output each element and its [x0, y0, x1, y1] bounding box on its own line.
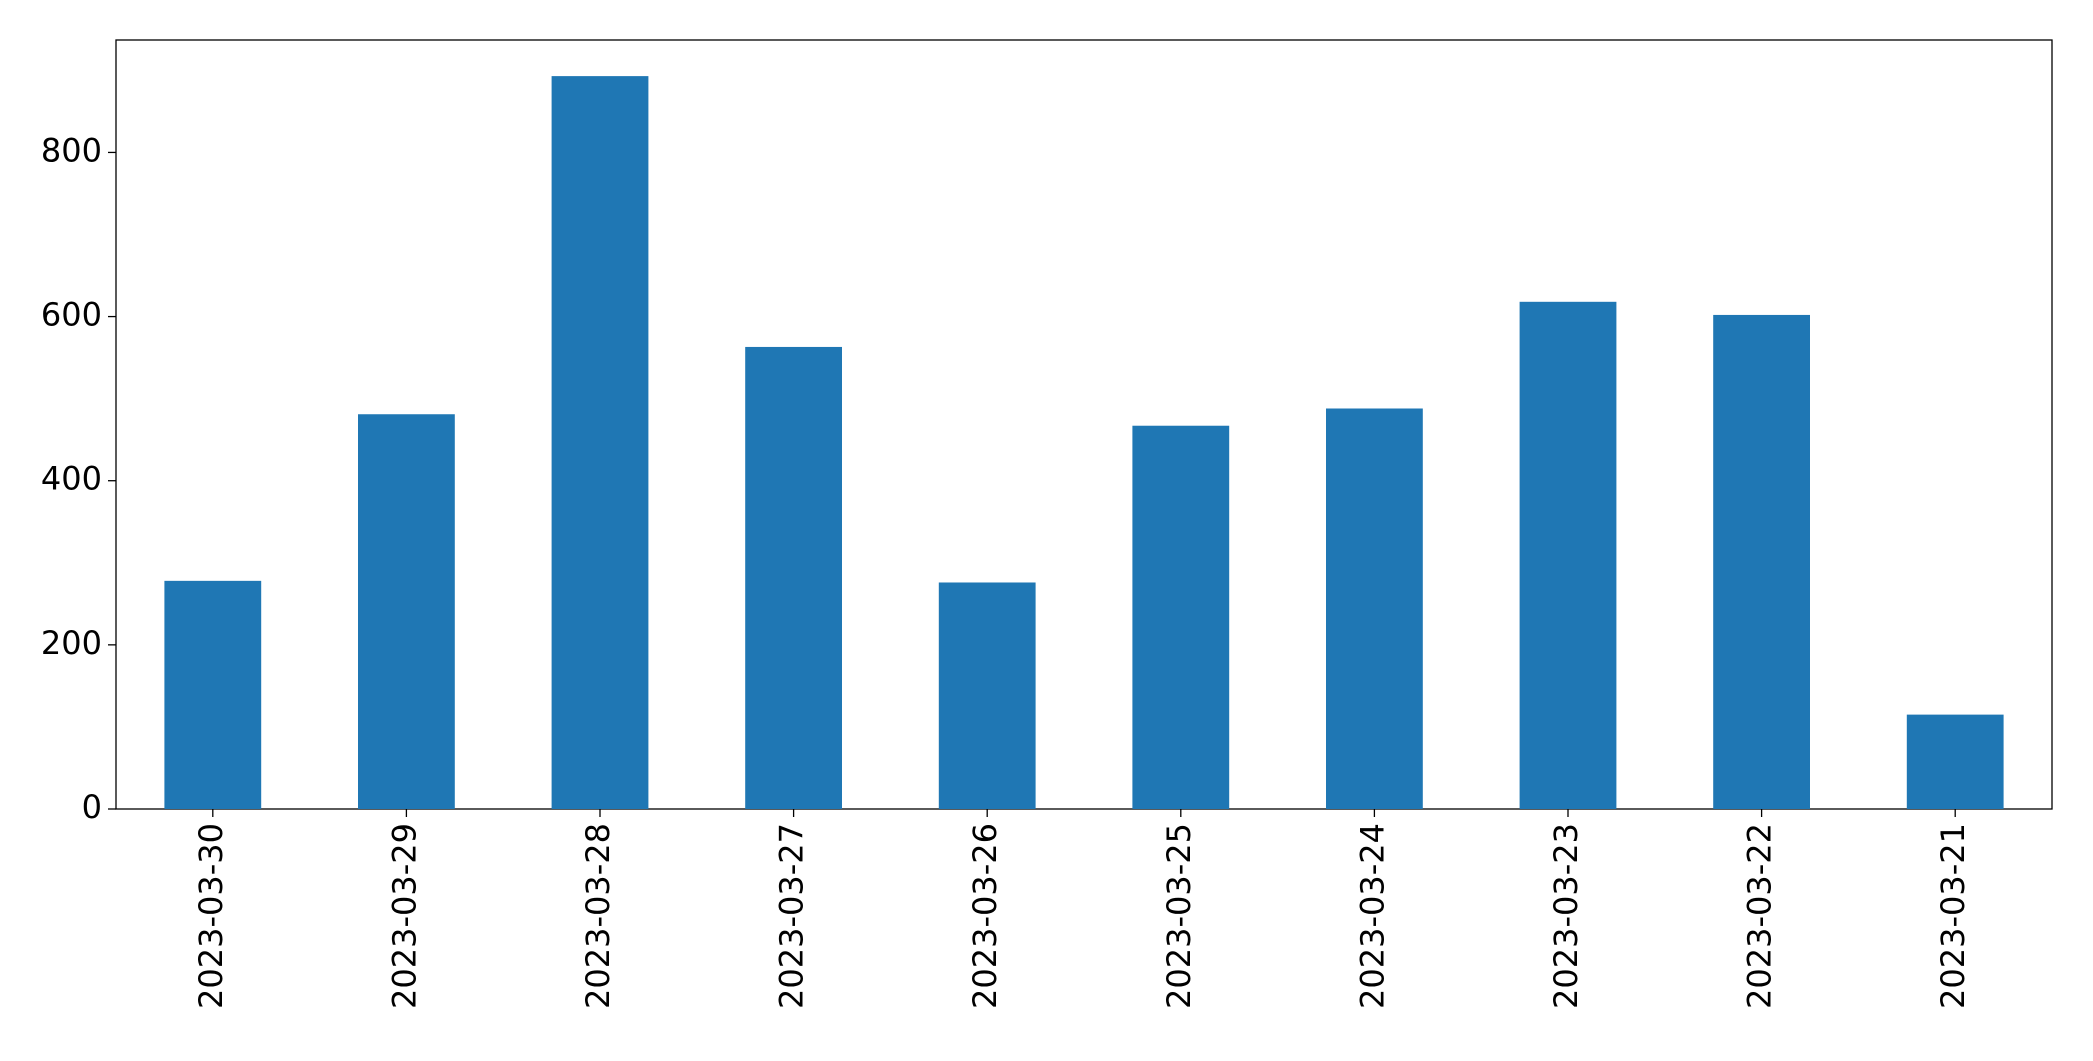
bar [358, 414, 455, 809]
y-tick-label: 800 [41, 131, 102, 169]
x-tick-label: 2023-03-27 [773, 823, 811, 1009]
bar [164, 580, 262, 809]
y-tick-label: 600 [41, 296, 102, 334]
bar [1519, 301, 1617, 809]
x-tick-label: 2023-03-22 [1741, 823, 1779, 1009]
x-tick-label: 2023-03-25 [1160, 823, 1198, 1009]
bar [1326, 408, 1423, 809]
bar [1713, 314, 1810, 809]
x-tick-label: 2023-03-23 [1547, 823, 1585, 1009]
y-tick-label: 200 [41, 624, 102, 662]
bar [938, 582, 1036, 809]
x-tick-label: 2023-03-30 [192, 823, 230, 1009]
plot-frame [115, 39, 2053, 810]
x-tick-label: 2023-03-24 [1353, 823, 1391, 1009]
x-tick-label: 2023-03-26 [966, 823, 1004, 1009]
x-tick-label: 2023-03-28 [579, 823, 617, 1009]
bar [551, 76, 649, 810]
bar [1906, 714, 2004, 809]
y-tick-label: 0 [82, 788, 102, 826]
y-tick-label: 400 [41, 460, 102, 498]
bar [1132, 425, 1230, 809]
x-tick-label: 2023-03-29 [385, 823, 423, 1009]
bar [745, 346, 842, 809]
x-tick-label: 2023-03-21 [1934, 823, 1972, 1009]
